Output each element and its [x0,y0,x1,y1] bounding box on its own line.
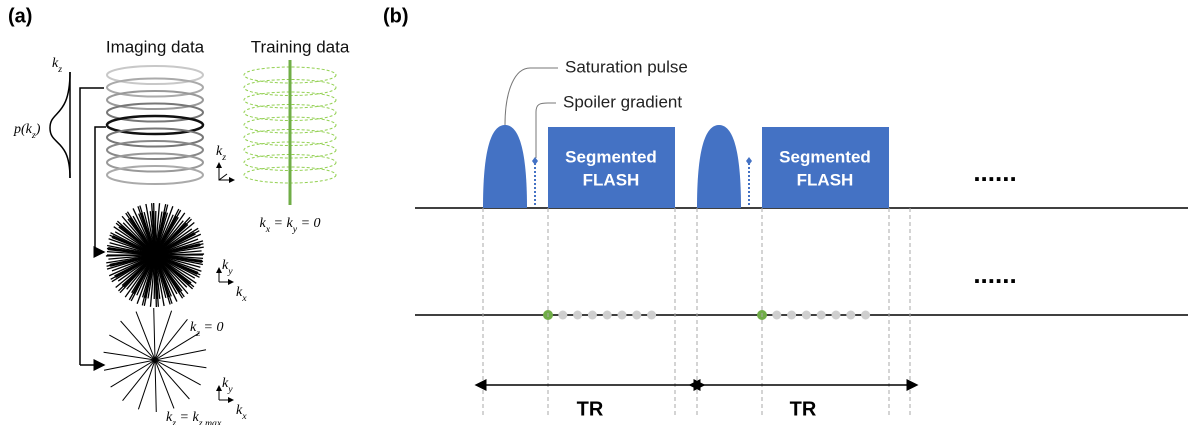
training-title: Training data [251,37,350,56]
ellipsis: ...... [973,259,1016,289]
ring [107,166,203,184]
readout-dot [832,311,841,320]
subscript: z [57,64,62,75]
text-part: = k [270,216,293,231]
readout-dot [573,311,582,320]
readout-dot [772,311,781,320]
text-part: p(k [13,122,33,137]
imaging-stack [107,66,203,184]
readout-dot [558,311,567,320]
readout-dot [787,311,796,320]
block-label: Segmented [779,147,871,166]
readout-dot [647,311,656,320]
flash-block [548,127,675,208]
readout-dot [861,311,870,320]
readout-dot [802,311,811,320]
spoiler-label: Spoiler gradient [563,92,682,111]
kz-axis-label: kz [52,56,62,75]
readout-dot [632,311,641,320]
tr-label: TR [790,398,817,420]
readout-dot [588,311,597,320]
kx-label: kx [236,403,247,422]
panel-label: (a) [8,5,32,27]
spoiler-tip [532,157,538,165]
block-label: Segmented [565,147,657,166]
readout-dot [846,311,855,320]
spoiler-tip [746,157,752,165]
figure: (a) Imaging data Training data kz p(kz) … [0,0,1188,425]
saturation-pulse [697,125,741,208]
text-part: = k [176,410,199,425]
flash-block [762,127,889,208]
kz-axis [50,72,70,178]
tr-label: TR [577,398,604,420]
ellipsis: ...... [973,157,1016,187]
text-part: ) [35,122,41,137]
imaging-title: Imaging data [106,37,205,56]
panel-label: (b) [383,5,409,27]
subscript: x [241,411,247,422]
text-part: = 0 [200,320,223,335]
ky-label: ky [222,258,233,277]
text-part: = 0 [297,216,320,231]
subscript: z,max [198,418,222,425]
stack-axis-label: kz [216,144,226,163]
saturation-label: Saturation pulse [565,57,688,76]
small-axes [219,163,234,400]
slicemax-caption: kz = kz,max [166,410,222,425]
subscript: y [227,266,233,277]
block-label: FLASH [797,170,854,189]
readout-dot [603,311,612,320]
saturation-pulse [483,125,527,208]
sequence: Segmented FLASH Segmented FLASH [483,125,910,415]
density-label: p(kz) [13,122,41,141]
readout-dot [817,311,826,320]
training-caption: kx = ky = 0 [259,216,320,235]
dense-radial [106,203,204,307]
subscript: y [227,384,233,395]
block-label: FLASH [583,170,640,189]
subscript: z [221,152,226,163]
subscript: x [241,293,247,304]
selection-arrows [80,88,106,365]
readout-dot [618,311,627,320]
kx-label: kx [236,285,247,304]
ky-label: ky [222,376,233,395]
